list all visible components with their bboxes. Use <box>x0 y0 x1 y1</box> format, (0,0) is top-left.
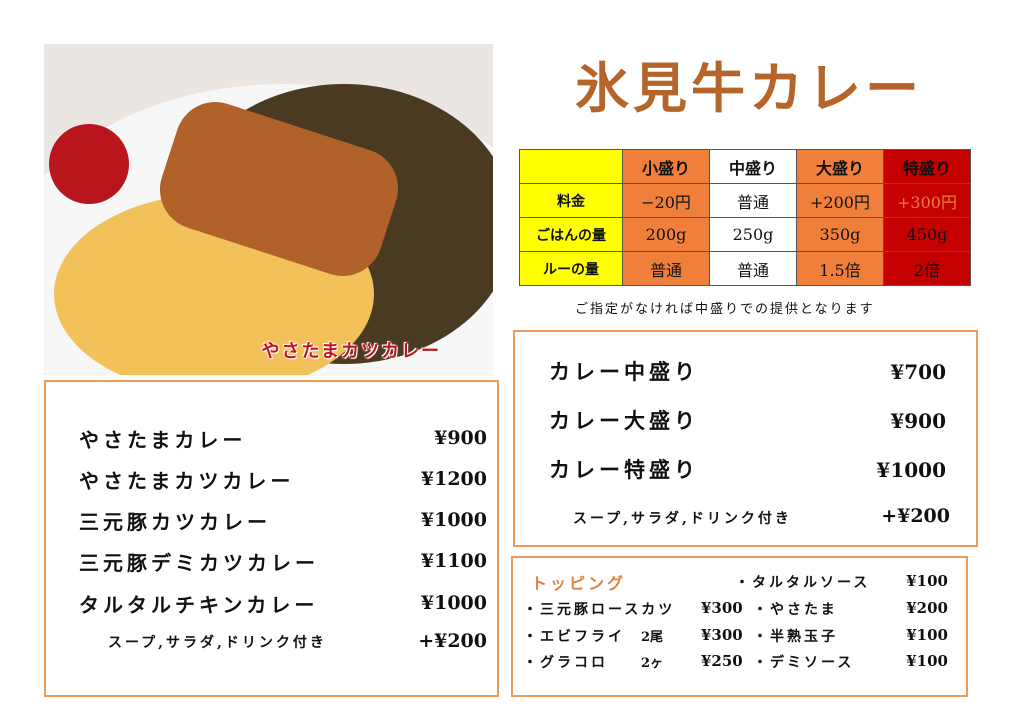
topping-price: ¥300 <box>701 626 743 644</box>
toppings-title: トッピング <box>531 574 627 593</box>
menu-item-name: 三元豚カツカレー <box>79 510 271 534</box>
menu-item-price: ¥1100 <box>420 550 487 572</box>
size-table: 小盛り 中盛り 大盛り 特盛り 料金 −20円 普通 +200円 +300円 ご… <box>519 149 971 286</box>
curry-photo: やさたまカツカレー <box>44 44 493 375</box>
table-row: ごはんの量 200g 250g 350g 450g <box>519 217 971 252</box>
menu-item-name: カレー大盛り <box>549 408 699 433</box>
set-note: スープ,サラダ,ドリンク付き <box>108 635 327 651</box>
header-small: 小盛り <box>622 149 710 184</box>
topping-price: ¥250 <box>701 652 743 670</box>
topping-name: ・半熟玉子 <box>753 629 838 645</box>
topping-price: ¥300 <box>701 599 743 617</box>
header-medium: 中盛り <box>709 149 797 184</box>
cell: +300円 <box>883 183 971 218</box>
cell: 普通 <box>709 251 797 286</box>
katsu-curry-menu: やさたまカレー ¥900 やさたまカツカレー ¥1200 三元豚カツカレー ¥1… <box>44 380 499 697</box>
table-row: 料金 −20円 普通 +200円 +300円 <box>519 183 971 218</box>
menu-item-name: タルタルチキンカレー <box>79 593 319 617</box>
row-label: ごはんの量 <box>519 217 623 252</box>
menu-item-price: ¥900 <box>434 427 487 449</box>
topping-price: ¥200 <box>906 599 948 617</box>
set-price: +¥200 <box>881 505 950 527</box>
cell: 250g <box>709 217 797 252</box>
topping-name: ・三元豚ロースカツ <box>523 602 676 618</box>
header-large: 大盛り <box>796 149 884 184</box>
toppings-box: トッピング ・三元豚ロースカツ ¥300 ・エビフライ 2尾 ¥300 ・グラコ… <box>511 556 968 697</box>
topping-name: ・やさたま <box>753 602 838 618</box>
fukujinzuke <box>49 124 129 204</box>
menu-item-name: カレー特盛り <box>549 457 699 482</box>
menu-item-price: ¥700 <box>890 360 946 384</box>
menu-item-price: ¥900 <box>890 409 946 433</box>
topping-name: ・デミソース <box>753 655 855 671</box>
table-header-row: 小盛り 中盛り 大盛り 特盛り <box>519 149 971 184</box>
table-row: ルーの量 普通 普通 1.5倍 2倍 <box>519 251 971 286</box>
cell: 普通 <box>709 183 797 218</box>
cell: 200g <box>622 217 710 252</box>
menu-item-price: ¥1000 <box>420 592 487 614</box>
topping-name: ・タルタルソース <box>735 575 871 591</box>
cell: 350g <box>796 217 884 252</box>
topping-price: ¥100 <box>906 626 948 644</box>
row-label: ルーの量 <box>519 251 623 286</box>
cell: 450g <box>883 217 971 252</box>
header-blank <box>519 149 623 184</box>
page-title: 氷見牛カレー <box>575 56 923 120</box>
menu-item-name: カレー中盛り <box>549 359 699 384</box>
cell: −20円 <box>622 183 710 218</box>
topping-name: ・グラコロ <box>523 655 608 671</box>
topping-name: ・エビフライ <box>523 629 625 645</box>
topping-price: ¥100 <box>906 572 948 590</box>
menu-item-name: やさたまカツカレー <box>79 469 295 493</box>
set-price: +¥200 <box>418 630 487 652</box>
menu-item-price: ¥1000 <box>876 458 946 482</box>
header-extra: 特盛り <box>883 149 971 184</box>
topping-qty: 2ヶ <box>641 656 664 671</box>
menu-item-price: ¥1200 <box>420 468 487 490</box>
size-note: ご指定がなければ中盛りでの提供となります <box>575 302 875 317</box>
row-label: 料金 <box>519 183 623 218</box>
curry-size-menu: カレー中盛り ¥700 カレー大盛り ¥900 カレー特盛り ¥1000 スープ… <box>513 330 978 547</box>
menu-item-price: ¥1000 <box>420 509 487 531</box>
cell: 普通 <box>622 251 710 286</box>
topping-qty: 2尾 <box>641 630 664 645</box>
cell: +200円 <box>796 183 884 218</box>
cell: 2倍 <box>883 251 971 286</box>
topping-price: ¥100 <box>906 652 948 670</box>
photo-caption: やさたまカツカレー <box>261 341 441 362</box>
set-note: スープ,サラダ,ドリンク付き <box>573 511 792 527</box>
menu-item-name: やさたまカレー <box>79 428 247 452</box>
cell: 1.5倍 <box>796 251 884 286</box>
menu-item-name: 三元豚デミカツカレー <box>79 551 319 575</box>
